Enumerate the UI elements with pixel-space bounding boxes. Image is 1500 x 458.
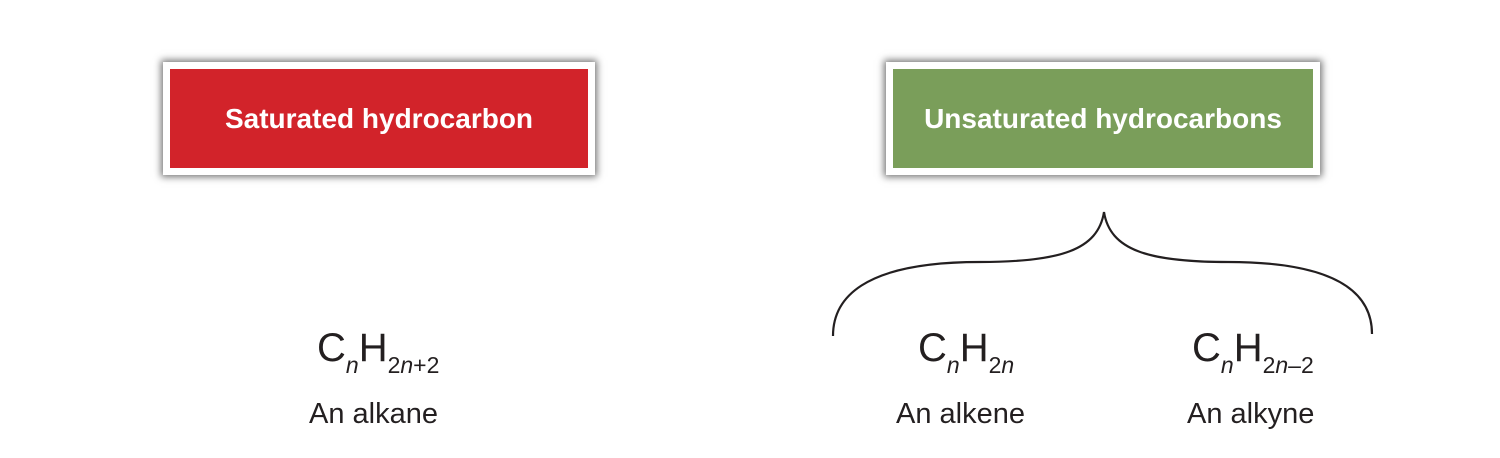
alkyne-name: An alkyne	[1187, 398, 1315, 430]
alkane-formula: CnH2n+2	[317, 326, 439, 377]
alkane-formula-h: H	[358, 326, 388, 370]
alkyne-formula-c: C	[1192, 326, 1221, 370]
saturated-hydrocarbon-label: Saturated hydrocarbon	[224, 102, 534, 134]
alkyne-sub-n: n	[1275, 352, 1289, 378]
alkene-formula-n: n	[946, 352, 960, 378]
alkane-formula-n: n	[345, 352, 359, 378]
alkene-formula-h: H	[959, 326, 989, 370]
alkyne-sub-minus2: –2	[1288, 352, 1314, 378]
unsaturated-hydrocarbons-box: Unsaturated hydrocarbons	[886, 62, 1320, 175]
alkane-sub-2: 2	[387, 352, 401, 378]
alkane-sub-plus2: +2	[413, 352, 440, 378]
alkyne-formula-subscript: 2n–2	[1263, 352, 1314, 378]
alkene-name: An alkene	[896, 398, 1025, 430]
alkyne-sub-2: 2	[1262, 352, 1276, 378]
alkane-formula-c: C	[317, 326, 346, 370]
alkane-sub-n: n	[400, 352, 414, 378]
alkane-name: An alkane	[309, 398, 438, 430]
alkyne-formula-h: H	[1233, 326, 1263, 370]
alkyne-formula-n: n	[1220, 352, 1234, 378]
alkene-sub-n: n	[1001, 352, 1015, 378]
alkene-formula-c: C	[918, 326, 947, 370]
alkene-formula-subscript: 2n	[989, 352, 1015, 378]
alkane-formula-subscript: 2n+2	[388, 352, 440, 378]
brace-curve	[831, 211, 1374, 337]
alkene-sub-2: 2	[988, 352, 1002, 378]
alkene-formula: CnH2n	[918, 326, 1014, 377]
alkyne-formula: CnH2n–2	[1192, 326, 1314, 377]
saturated-hydrocarbon-box: Saturated hydrocarbon	[163, 62, 595, 175]
unsaturated-hydrocarbons-label: Unsaturated hydrocarbons	[924, 102, 1282, 134]
